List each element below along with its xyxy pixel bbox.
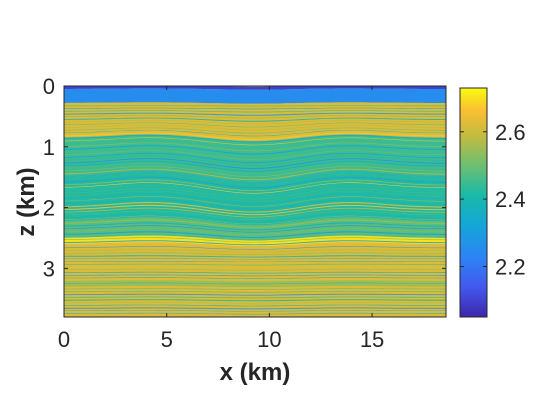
velocity-layer: [64, 86, 446, 90]
reflector-line: [64, 112, 446, 116]
reflector-line: [64, 274, 446, 277]
reflector-line: [64, 105, 446, 107]
reflector-line: [64, 293, 446, 296]
reflector-line: [64, 312, 446, 315]
reflector-line: [64, 258, 446, 260]
reflector-line: [64, 271, 446, 274]
x-tick-label: 5: [161, 327, 173, 352]
reflector-line: [64, 266, 446, 268]
reflector-line: [64, 296, 446, 299]
y-axis-label: z (km): [13, 167, 40, 236]
reflector-line: [64, 301, 446, 304]
colorbar-tick-label: 2.2: [495, 254, 526, 279]
reflector-line: [64, 285, 446, 287]
reflector-line: [64, 252, 446, 256]
reflector-line: [64, 115, 446, 119]
reflector-line: [64, 117, 446, 122]
reflector-line: [64, 291, 446, 293]
reflector-line: [64, 269, 446, 271]
y-tick-label: 0: [43, 74, 55, 99]
plot-frame: [63, 85, 447, 318]
reflector-line: [64, 310, 446, 312]
reflector-line: [64, 261, 446, 262]
y-tick-label: 2: [43, 196, 55, 221]
reflector-line: [64, 307, 446, 310]
reflector-line: [64, 249, 446, 253]
reflector-line: [64, 282, 446, 285]
velocity-layer: [64, 134, 446, 183]
x-tick-label: 10: [257, 327, 281, 352]
reflector-line: [64, 280, 446, 282]
reflector-line: [64, 255, 446, 258]
reflector-line: [64, 304, 446, 307]
reflector-line: [64, 107, 446, 110]
reflector-line: [64, 277, 446, 279]
velocity-layer: [64, 235, 446, 246]
colorbar-tick-label: 2.6: [495, 120, 526, 145]
reflector-line: [64, 288, 446, 290]
y-axis-ticks: 0 1 2 3: [43, 74, 446, 281]
colorbar-gradient: [459, 87, 488, 318]
colorbar-tick-label: 2.4: [495, 187, 526, 212]
reflector-line: [64, 110, 446, 113]
x-tick-label: 0: [58, 327, 70, 352]
velocity-layer: [64, 280, 446, 288]
y-tick-label: 3: [43, 256, 55, 281]
y-tick-label: 1: [43, 135, 55, 160]
x-tick-label: 15: [360, 327, 384, 352]
x-axis-ticks: 0 5 10 15: [58, 86, 384, 352]
x-axis-label: x (km): [220, 359, 291, 386]
velocity-layers: [64, 86, 446, 317]
reflector-line: [64, 263, 446, 266]
reflector-line: [64, 299, 446, 302]
velocity-layer: [64, 286, 446, 317]
colorbar: 2.2 2.4 2.6: [459, 87, 526, 318]
colorbar-ticks: 2.2 2.4 2.6: [460, 120, 526, 279]
plot-area: [64, 86, 446, 317]
velocity-layer: [64, 88, 446, 104]
